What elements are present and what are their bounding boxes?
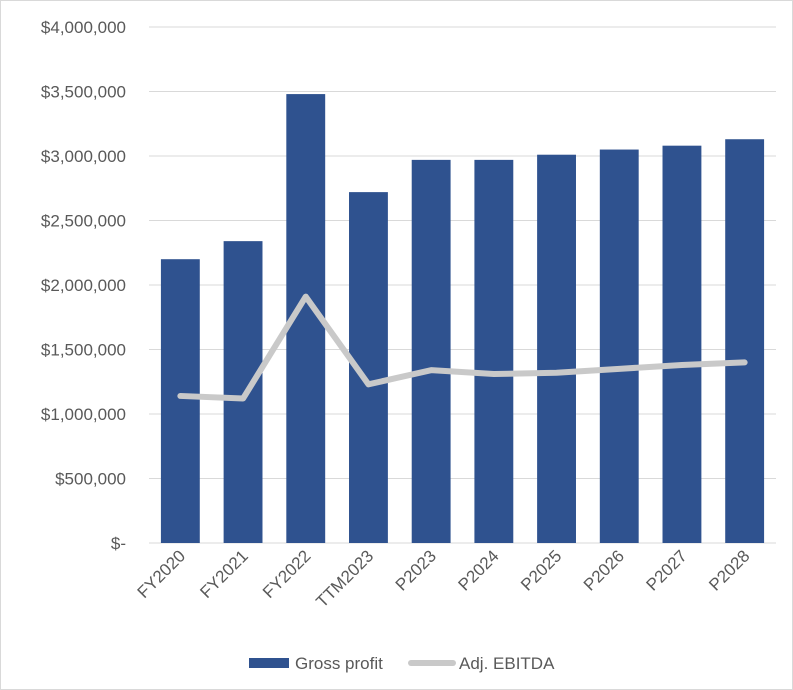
x-tick-label: P2025 <box>517 546 565 594</box>
legend-swatch-gross-profit <box>249 658 289 668</box>
gross-profit-bars <box>160 94 765 544</box>
y-tick-label: $1,000,000 <box>41 405 126 424</box>
gross-profit-bar <box>474 159 514 543</box>
y-tick-label: $3,500,000 <box>41 83 126 102</box>
x-tick-label: FY2022 <box>259 546 315 602</box>
x-tick-label: P2028 <box>705 546 753 594</box>
gross-profit-bar <box>537 154 576 543</box>
gross-profit-bar <box>160 259 200 543</box>
y-tick-label: $2,000,000 <box>41 276 126 295</box>
x-tick-label: FY2021 <box>196 546 252 602</box>
y-tick-label: $3,000,000 <box>41 147 126 166</box>
gross-profit-bar <box>662 145 702 543</box>
legend-label-adj-ebitda: Adj. EBITDA <box>459 654 555 673</box>
y-tick-label: $1,500,000 <box>41 341 126 360</box>
y-axis-tick-labels: $- $500,000 $1,000,000 $1,500,000 $2,000,000… <box>41 18 126 553</box>
y-tick-label: $- <box>111 534 126 553</box>
gross-profit-bar <box>599 149 639 544</box>
legend: Gross profit Adj. EBITDA <box>249 654 555 673</box>
y-tick-label: $500,000 <box>55 470 126 489</box>
x-tick-label: P2027 <box>643 546 691 594</box>
y-tick-label: $2,500,000 <box>41 212 126 231</box>
legend-label-gross-profit: Gross profit <box>295 654 383 673</box>
x-tick-label: P2024 <box>454 546 502 594</box>
gross-profit-bar <box>411 159 451 543</box>
x-tick-label: P2023 <box>392 546 440 594</box>
y-tick-label: $4,000,000 <box>41 18 126 37</box>
adj-ebitda-line-series <box>177 293 748 402</box>
gross-profit-bar <box>725 139 765 544</box>
x-tick-label: TTM2023 <box>312 546 377 611</box>
x-tick-label: FY2020 <box>134 546 190 602</box>
adj-ebitda-line <box>177 293 748 402</box>
x-tick-label: P2026 <box>580 546 628 594</box>
gross-profit-bar <box>223 241 263 543</box>
